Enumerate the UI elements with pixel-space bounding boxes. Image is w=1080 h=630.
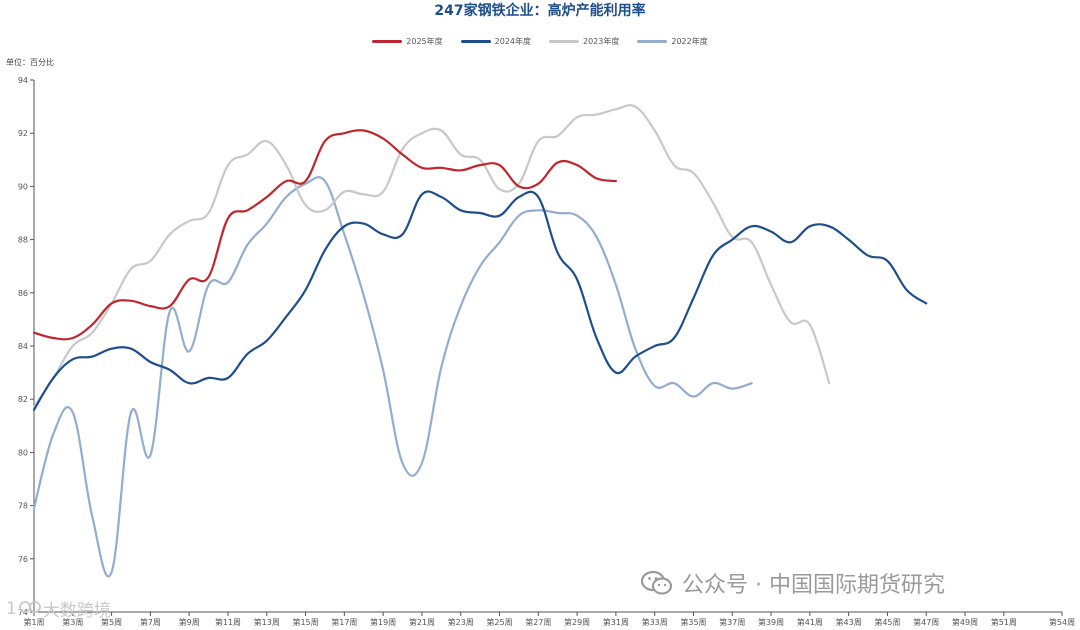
x-tick-label: 第21周 — [409, 617, 435, 627]
legend-label-2025: 2025年度 — [406, 36, 443, 46]
y-tick-label: 88 — [18, 236, 28, 245]
y-tick-label: 74 — [18, 608, 28, 617]
series-line-2022 — [32, 176, 753, 578]
y-tick-label: 90 — [18, 182, 28, 191]
x-tick-label: 第29周 — [564, 617, 590, 627]
unit-label: 单位：百分比 — [6, 58, 54, 67]
legend-swatch-2024 — [460, 39, 491, 43]
x-tick-label: 第37周 — [719, 617, 745, 627]
x-tick-label: 第39周 — [758, 617, 784, 627]
x-tick-label: 第23周 — [448, 617, 474, 627]
y-tick-label: 82 — [18, 395, 28, 404]
y-tick-label: 84 — [18, 342, 28, 351]
x-tick-label: 第41周 — [797, 617, 823, 627]
series-line-2024 — [32, 190, 928, 411]
y-tick-label: 92 — [18, 129, 28, 138]
legend: 2025年度 2024年度 2023年度 2022年度 — [0, 33, 1080, 49]
legend-item-2022[interactable]: 2022年度 — [637, 33, 708, 49]
legend-item-2024[interactable]: 2024年度 — [460, 33, 531, 49]
legend-swatch-2025 — [372, 39, 403, 43]
x-tick-label: 第47周 — [913, 617, 939, 627]
x-tick-label: 第54周 — [1049, 617, 1075, 627]
x-tick-label: 第3周 — [62, 617, 83, 627]
y-tick-label: 80 — [18, 448, 28, 457]
legend-item-2023[interactable]: 2023年度 — [549, 33, 619, 49]
legend-item-2025[interactable]: 2025年度 — [372, 33, 443, 49]
y-tick-label: 94 — [18, 76, 28, 85]
x-tick-label: 第51周 — [991, 617, 1017, 627]
x-tick-label: 第5周 — [101, 617, 122, 627]
x-tick-label: 第35周 — [680, 617, 706, 627]
series-line-2023 — [32, 104, 831, 409]
x-tick-label: 第13周 — [254, 617, 280, 627]
x-tick-label: 第15周 — [292, 617, 318, 627]
legend-swatch-2022 — [637, 39, 668, 43]
legend-label-2023: 2023年度 — [583, 36, 620, 46]
x-tick-label: 第1周 — [23, 617, 44, 627]
y-tick-label: 86 — [18, 289, 28, 298]
x-tick-label: 第7周 — [140, 617, 161, 627]
x-tick-label: 第19周 — [370, 617, 396, 627]
x-tick-label: 第45周 — [874, 617, 900, 627]
y-tick-label: 76 — [18, 555, 28, 564]
legend-swatch-2023 — [549, 39, 579, 43]
x-tick-label: 第33周 — [642, 617, 668, 627]
chart-title: 247家钢铁企业：高炉产能利用率 — [434, 3, 646, 19]
x-tick-label: 第27周 — [525, 617, 551, 627]
legend-label-2022: 2022年度 — [671, 36, 708, 46]
x-tick-label: 第31周 — [603, 617, 629, 627]
x-tick-label: 第49周 — [952, 617, 978, 627]
x-tick-label: 第17周 — [331, 617, 357, 627]
series-line-2025 — [32, 129, 617, 341]
y-tick-label: 78 — [18, 502, 28, 511]
legend-label-2024: 2024年度 — [494, 36, 531, 46]
x-tick-label: 第43周 — [836, 617, 862, 627]
x-tick-label: 第25周 — [486, 617, 512, 627]
x-tick-label: 第9周 — [179, 617, 200, 627]
x-tick-label: 第11周 — [215, 617, 241, 627]
